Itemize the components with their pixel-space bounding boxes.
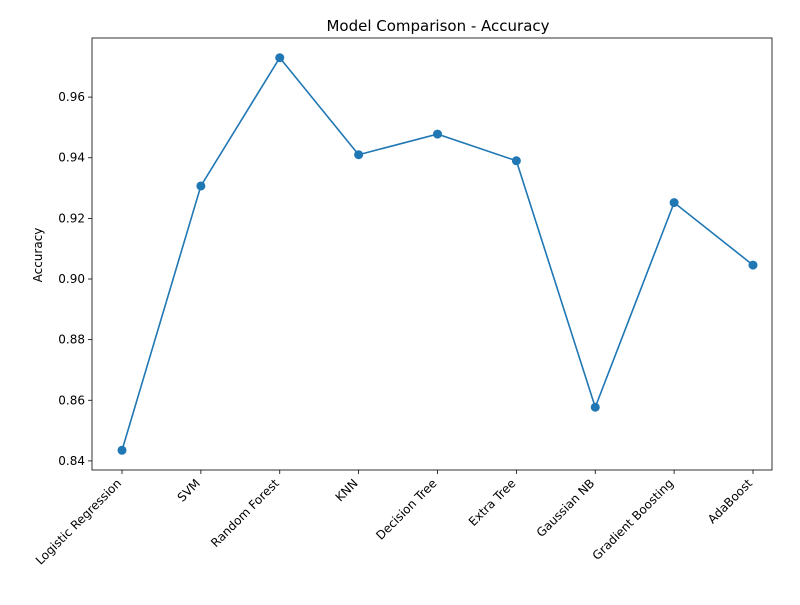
x-tick-label: KNN [333, 476, 361, 504]
x-tick-label: Decision Tree [373, 476, 439, 542]
plot-area: 0.84 0.86 0.88 0.90 0.92 0.94 0.96 Logistic Reg… [33, 37, 773, 568]
y-tick-label: 0.88 [58, 333, 85, 347]
data-point [196, 181, 206, 191]
data-point [354, 150, 364, 160]
y-tick-label: 0.96 [58, 90, 85, 104]
y-tick-label: 0.94 [58, 151, 85, 165]
data-point [748, 260, 758, 270]
data-point [117, 445, 127, 455]
data-point [433, 129, 442, 139]
x-tick-label: Logistic Regression [33, 476, 124, 567]
data-point [511, 156, 521, 166]
x-tick-label: AdaBoost [705, 476, 755, 526]
y-axis-label: Accuracy [31, 228, 45, 283]
data-point [590, 402, 600, 412]
x-tick-label: Gradient Boosting [590, 476, 677, 563]
y-tick-label: 0.92 [58, 211, 85, 225]
series-line [121, 56, 754, 451]
x-tick-label: Gaussian NB [534, 476, 598, 540]
y-tick-label: 0.90 [58, 272, 85, 286]
x-tick-label: SVM [175, 476, 203, 504]
plot-frame [91, 37, 773, 471]
chart-title: Model Comparison - Accuracy [326, 17, 549, 35]
y-tick-label: 0.86 [58, 393, 85, 407]
data-point [669, 198, 679, 208]
y-tick-label: 0.84 [58, 454, 85, 468]
x-tick-label: Extra Tree [466, 476, 519, 529]
x-tick-label: Random Forest [208, 476, 282, 550]
data-point [275, 53, 285, 63]
